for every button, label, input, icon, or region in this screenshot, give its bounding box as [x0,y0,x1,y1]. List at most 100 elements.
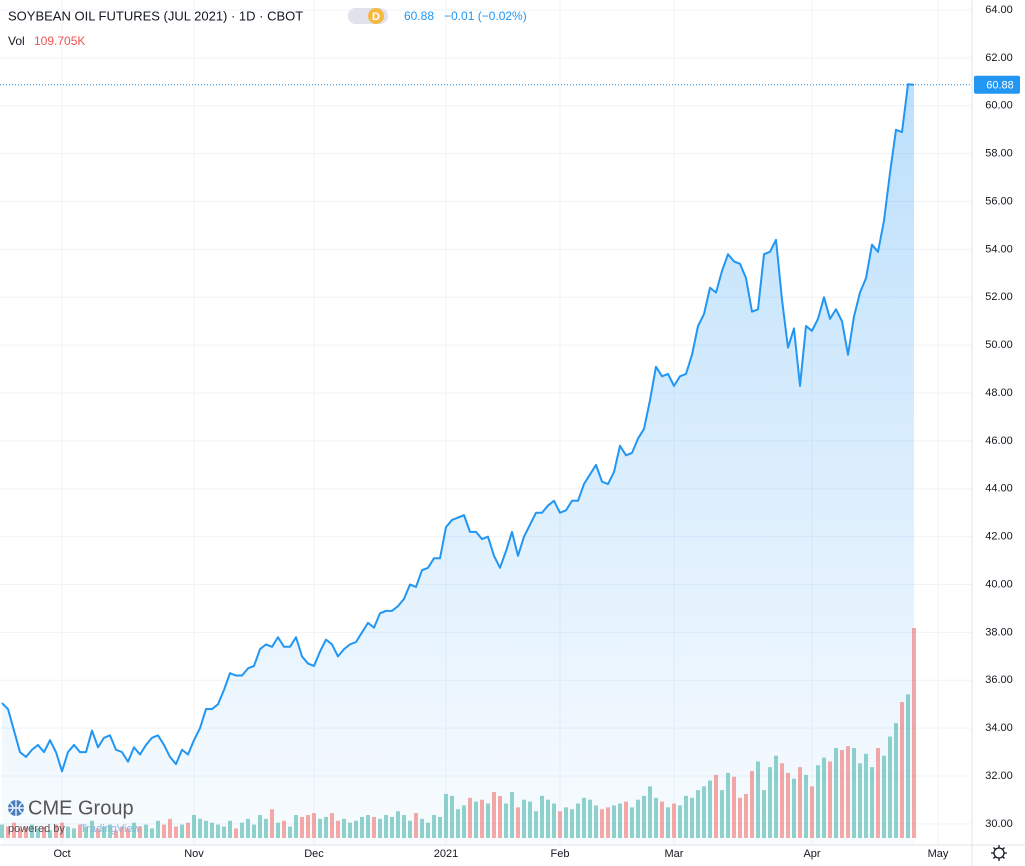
volume-bar [0,824,4,838]
volume-bar [600,809,604,838]
volume-bar [528,801,532,838]
volume-bar [792,778,796,838]
volume-bar [432,815,436,838]
volume-bar [84,826,88,838]
volume-bar [720,790,724,838]
volume-bar [696,790,700,838]
volume-bar [606,807,610,838]
volume-bar [126,828,130,838]
volume-bar [840,749,844,838]
volume-bar [234,828,238,838]
volume-bar [198,818,202,838]
volume-bar [516,807,520,838]
volume-bar [804,774,808,838]
volume-bar [30,824,34,838]
volume-bar [66,826,70,838]
volume-bar [258,815,262,838]
volume-bar [672,803,676,838]
interval-badge-text: D [372,11,380,23]
gear-teeth[interactable] [991,845,1007,861]
volume-bar [846,746,850,838]
volume-bar [12,822,16,838]
volume-bar [906,694,910,838]
volume-bar [378,818,382,838]
volume-bar [702,786,706,838]
volume-bar [366,815,370,838]
volume-bar [492,792,496,838]
volume-bar [708,780,712,838]
volume-bar [408,820,412,838]
volume-bar [420,818,424,838]
volume-bar [168,818,172,838]
y-tick-label: 46.00 [985,435,1013,447]
volume-bar [810,786,814,838]
x-tick-label: Feb [551,848,570,860]
volume-bar [780,763,784,838]
volume-bar [360,816,364,838]
volume-bar [642,795,646,838]
volume-bar [498,795,502,838]
x-tick-label: Nov [184,848,204,860]
volume-bar [546,799,550,838]
volume-bar [744,793,748,838]
plot [0,83,972,845]
volume-bar [828,761,832,838]
volume-bar [834,748,838,838]
volume-bar [462,805,466,838]
volume-bar [42,826,46,838]
cme-brand: CME Group [28,797,134,819]
price-change: −0.01 (−0.02%) [444,9,527,23]
volume-bar [504,803,508,838]
volume-bar [564,807,568,838]
volume-bar [24,826,28,838]
volume-bar [222,826,226,838]
y-tick-label: 56.00 [985,195,1013,207]
y-tick-label: 48.00 [985,387,1013,399]
y-tick-label: 34.00 [985,722,1013,734]
volume-bar [594,805,598,838]
volume-bar [318,818,322,838]
volume-bar [690,797,694,838]
volume-bar [150,828,154,838]
volume-bar [60,822,64,838]
volume-bar [390,816,394,838]
legend: SOYBEAN OIL FUTURES (JUL 2021) · 1D · CB… [8,8,527,48]
volume-bar [102,826,106,838]
volume-bar [552,803,556,838]
volume-bar [240,822,244,838]
volume-bar [750,771,754,838]
volume-bar [666,807,670,838]
volume-bar [900,702,904,838]
y-tick-label: 60.00 [985,100,1013,112]
volume-bar [468,797,472,838]
volume-bar [114,830,118,838]
y-tick-label: 38.00 [985,626,1013,638]
y-tick-label: 30.00 [985,818,1013,830]
symbol-title: SOYBEAN OIL FUTURES (JUL 2021) · 1D · CB… [8,8,303,23]
volume-bar [216,824,220,838]
volume-bar [714,774,718,838]
volume-bar [474,801,478,838]
volume-bar [786,772,790,838]
x-tick-label: 2021 [434,848,458,860]
volume-bar [870,767,874,838]
volume-bar [336,820,340,838]
platform-name: TradingView [80,823,141,835]
interval-badge[interactable] [368,8,384,24]
x-tick-label: Dec [304,848,324,860]
volume-bar [384,815,388,838]
cme-logo-lines [8,800,24,816]
settings-button[interactable] [991,845,1007,861]
y-tick-label: 64.00 [985,4,1013,16]
volume-bar [510,792,514,838]
volume-bar [684,795,688,838]
price-line [1,83,915,773]
volume-bar [648,786,652,838]
volume-bar [342,818,346,838]
y-tick-label: 32.00 [985,770,1013,782]
volume-bar [330,813,334,838]
volume-bar [312,813,316,838]
y-tick-label: 36.00 [985,674,1013,686]
volume-bar [582,797,586,838]
